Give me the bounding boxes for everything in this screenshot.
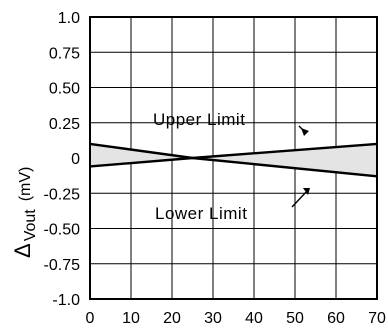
y-tick-label: 0.25 xyxy=(49,116,80,133)
y-tick-labels: 1.0 0.75 0.50 0.25 0 -0.25 -0.50 -0.75 -1.0 xyxy=(44,10,81,309)
annotation-upper-arrowhead xyxy=(301,128,309,136)
y-tick-label: -0.25 xyxy=(44,186,81,203)
y-tick-label: 0 xyxy=(71,151,80,168)
y-tick-label: 0.75 xyxy=(49,45,80,62)
x-tick-label: 70 xyxy=(368,310,386,327)
chart-series xyxy=(89,142,378,178)
annotation-lower-leader xyxy=(291,189,309,208)
y-tick-label: 1.0 xyxy=(58,10,80,27)
x-tick-label: 30 xyxy=(204,310,222,327)
annotation-lower-limit: Lower Limit xyxy=(155,204,247,223)
x-tick-label: 10 xyxy=(122,310,140,327)
annotation-upper-limit: Upper Limit xyxy=(153,110,245,129)
annotation-lower-arrowhead xyxy=(303,188,310,195)
x-tick-label: 20 xyxy=(163,310,181,327)
x-tick-label: 60 xyxy=(327,310,345,327)
y-axis-label-sub: Vout xyxy=(22,209,39,242)
y-axis-label-symbol: Δ xyxy=(10,243,35,258)
series-line-lower-limit xyxy=(89,142,378,178)
plot-frame xyxy=(89,16,378,300)
y-tick-label: -0.50 xyxy=(44,222,81,239)
x-tick-label: 0 xyxy=(86,310,95,327)
x-tick-label: 40 xyxy=(245,310,263,327)
y-tick-label: 0.50 xyxy=(49,81,80,98)
y-axis-label: ΔVout (mV) xyxy=(10,167,39,258)
y-axis-label-unit: (mV) xyxy=(17,167,34,202)
svg-text:ΔVout(mV): ΔVout (mV) xyxy=(10,167,39,258)
x-tick-labels: 0 10 20 30 40 50 60 70 xyxy=(86,310,386,327)
x-tick-label: 50 xyxy=(286,310,304,327)
y-tick-label: -0.75 xyxy=(44,257,81,274)
y-tick-label: -1.0 xyxy=(52,292,80,309)
